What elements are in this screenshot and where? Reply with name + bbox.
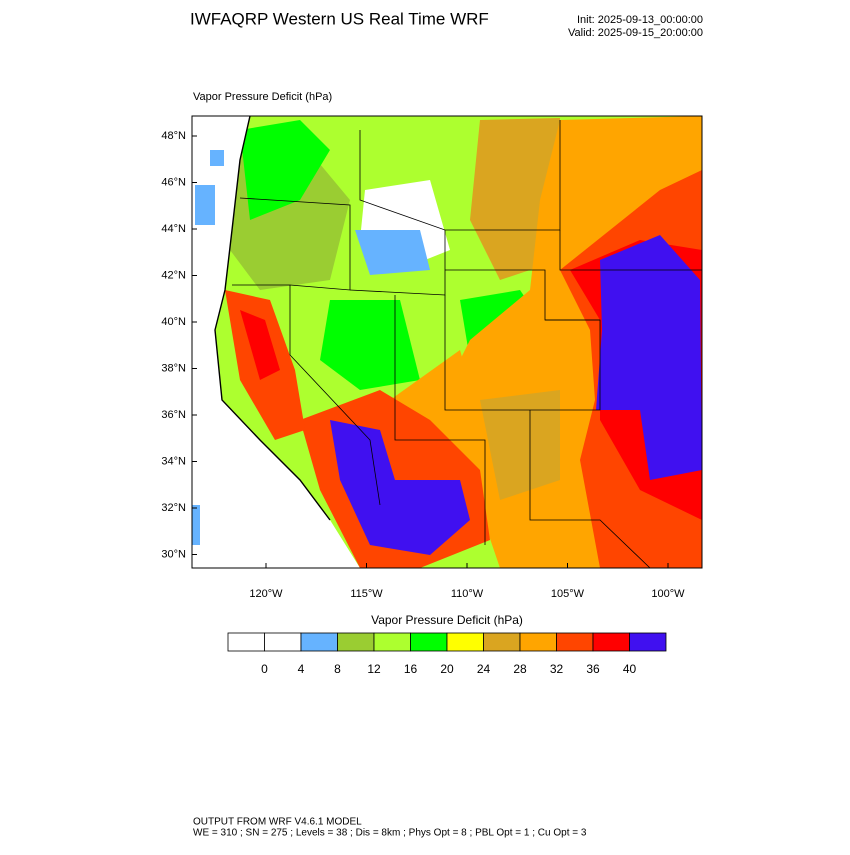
lat-label: 32°N [161, 502, 186, 514]
lon-label: 115°W [350, 588, 383, 600]
colorbar-box [264, 632, 302, 652]
colorbar-label: 28 [513, 662, 527, 676]
lat-label: 30°N [161, 548, 186, 560]
colorbar-box [446, 632, 484, 652]
colorbar-label: 40 [623, 662, 637, 676]
colorbar-label: 16 [404, 662, 418, 676]
footer-line: OUTPUT FROM WRF V4.6.1 MODEL [193, 817, 362, 828]
colorbar-box [227, 632, 265, 652]
colorbar-box [483, 632, 521, 652]
colorbar-label: 8 [334, 662, 341, 676]
lat-label: 46°N [161, 176, 186, 188]
lon-label: 120°W [249, 588, 283, 600]
lat-label: 38°N [161, 362, 186, 374]
colorbar-label: 20 [440, 662, 454, 676]
lat-label: 40°N [161, 316, 186, 328]
colorbar-label: 36 [586, 662, 600, 676]
colorbar-box [373, 632, 411, 652]
lat-label: 44°N [161, 223, 186, 235]
colorbar-label: 12 [367, 662, 381, 676]
colorbar-box [300, 632, 338, 652]
lat-label: 42°N [161, 269, 186, 281]
map-field [191, 115, 703, 569]
init-time: Init: 2025-09-13_00:00:00 [577, 14, 703, 26]
colorbar-box [337, 632, 375, 652]
lat-label: 36°N [161, 409, 186, 421]
footer-line: WE = 310 ; SN = 275 ; Levels = 38 ; Dis … [193, 828, 587, 839]
colorbar-label: 0 [261, 662, 268, 676]
valid-time: Valid: 2025-09-15_20:00:00 [568, 27, 703, 39]
colorbar-label: 24 [477, 662, 491, 676]
colorbar-box [410, 632, 448, 652]
title: IWFAQRP Western US Real Time WRF [190, 9, 489, 28]
lat-label: 48°N [161, 130, 186, 142]
map-label: Vapor Pressure Deficit (hPa) [193, 91, 332, 103]
colorbar-box [592, 632, 630, 652]
colorbar-label: 4 [298, 662, 305, 676]
lon-label: 100°W [651, 588, 685, 600]
colorbar: 0 4 8 12 16 20 24 28 32 36 40 [227, 632, 667, 676]
colorbar-box [556, 632, 594, 652]
lon-label: 105°W [551, 588, 585, 600]
lon-label: 110°W [451, 588, 484, 600]
colorbar-box [519, 632, 557, 652]
colorbar-box [629, 632, 667, 652]
colorbar-label: 32 [550, 662, 564, 676]
lat-label: 34°N [161, 455, 186, 467]
colorbar-title: Vapor Pressure Deficit (hPa) [371, 613, 523, 627]
map-axes: 48°N 46°N 44°N 42°N 40°N 38°N 36°N 34°N 32°N 30°N… [161, 130, 685, 600]
